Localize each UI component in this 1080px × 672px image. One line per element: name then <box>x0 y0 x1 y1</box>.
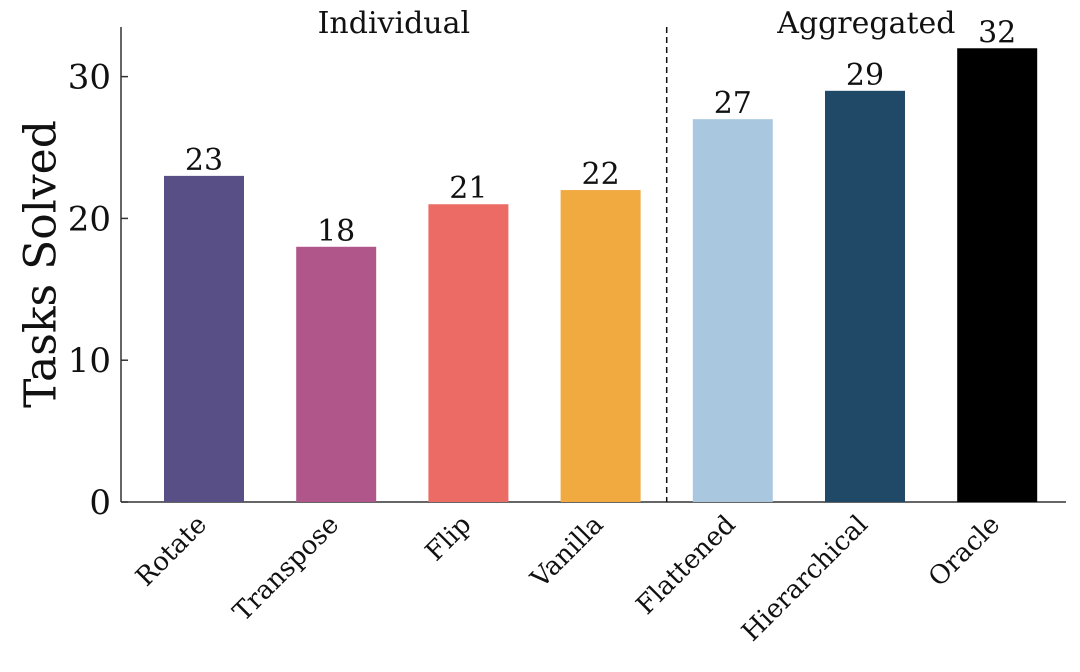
group-label: Aggregated <box>776 6 955 41</box>
value-label: 32 <box>978 15 1016 50</box>
y-axis-label: Tasks Solved <box>16 120 67 408</box>
bar <box>957 48 1038 503</box>
value-label: 18 <box>317 214 355 249</box>
y-tick-label: 30 <box>68 58 111 98</box>
group-label: Individual <box>318 6 471 41</box>
y-tick-label: 20 <box>68 199 111 239</box>
y-tick-label: 0 <box>89 483 111 523</box>
value-label: 29 <box>846 58 884 93</box>
bar <box>428 204 509 502</box>
value-label: 22 <box>582 157 620 192</box>
bar <box>164 175 244 502</box>
value-label: 21 <box>449 171 487 206</box>
bar <box>560 190 641 503</box>
bar <box>825 90 905 502</box>
y-tick-label: 10 <box>68 341 111 381</box>
bar <box>296 246 377 502</box>
value-label: 23 <box>185 143 223 178</box>
value-label: 27 <box>714 86 752 121</box>
bar <box>692 119 773 502</box>
